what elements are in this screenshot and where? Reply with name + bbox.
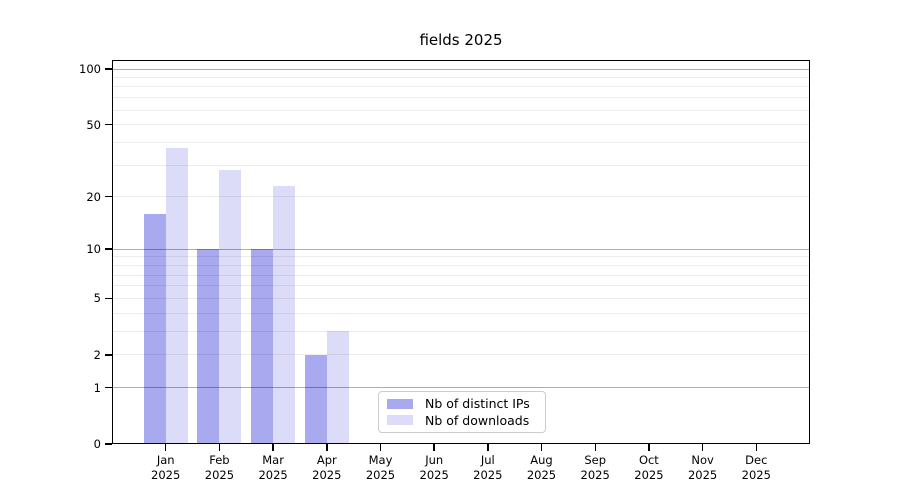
legend-item-distinct-ips: Nb of distinct IPs [387, 396, 537, 411]
gridline-minor-20 [112, 196, 810, 198]
x-tick-mark-jul [487, 444, 489, 451]
y-tick-mark-20 [105, 195, 112, 198]
x-tick-label-jun: Jun 2025 [419, 453, 449, 482]
x-tick-mark-dec [755, 444, 758, 451]
gridline-minor-2 [112, 354, 810, 356]
y-tick-mark-0 [105, 443, 112, 445]
x-tick-label-jul: Jul 2025 [473, 453, 503, 482]
x-tick-label-jan: Jan 2025 [151, 453, 181, 482]
bar-nb-of-downloads-feb [219, 170, 242, 444]
y-tick-label-10: 10 [86, 242, 101, 257]
bar-nb-of-downloads-jan [165, 148, 188, 444]
legend-swatch-downloads [387, 415, 413, 426]
x-tick-label-feb: Feb 2025 [204, 453, 235, 482]
x-tick-mark-nov [701, 444, 704, 451]
gridline-minor-90 [112, 77, 810, 78]
x-tick-mark-aug [540, 444, 543, 451]
y-tick-mark-100 [105, 68, 112, 70]
gridline-minor-9 [112, 256, 810, 258]
legend-item-downloads: Nb of downloads [387, 413, 537, 428]
bar-nb-of-distinct-ips-mar [251, 249, 274, 444]
gridline-minor-7 [112, 274, 810, 276]
bar-nb-of-distinct-ips-jan [143, 213, 166, 444]
y-tick-mark-5 [105, 297, 112, 300]
gridline-minor-30 [112, 164, 810, 166]
gridline-minor-70 [112, 97, 810, 99]
x-tick-mark-oct [648, 444, 650, 451]
y-tick-label-100: 100 [79, 62, 101, 76]
gridline-minor-8 [112, 265, 810, 266]
gridline-minor-80 [112, 86, 810, 88]
chart-title: fields 2025 [419, 31, 503, 49]
x-tick-label-may: May 2025 [365, 453, 396, 482]
bar-nb-of-downloads-apr [326, 331, 349, 444]
gridline-minor-3 [112, 330, 810, 332]
gridline-minor-4 [112, 312, 810, 314]
gridline-minor-5 [112, 297, 810, 299]
y-tick-label-20: 20 [86, 189, 101, 204]
x-tick-label-apr: Apr 2025 [312, 453, 342, 482]
legend-label-distinct-ips: Nb of distinct IPs [425, 396, 530, 412]
x-tick-mark-feb [218, 444, 221, 451]
y-tick-mark-1 [105, 386, 112, 389]
gridline-major-1 [112, 387, 810, 389]
x-tick-label-sep: Sep 2025 [580, 453, 610, 482]
x-tick-label-mar: Mar 2025 [258, 453, 288, 482]
y-tick-label-5: 5 [93, 291, 101, 306]
legend-label-downloads: Nb of downloads [425, 412, 530, 428]
gridline-minor-6 [112, 285, 810, 287]
x-tick-mark-mar [272, 444, 274, 451]
legend-swatch-distinct-ips [387, 398, 413, 409]
y-tick-label-0: 0 [93, 437, 101, 451]
x-tick-mark-sep [594, 444, 596, 451]
gridline-minor-50 [112, 124, 810, 125]
x-tick-label-nov: Nov 2025 [687, 453, 718, 482]
x-tick-mark-may [379, 444, 382, 451]
gridline-minor-40 [112, 141, 810, 143]
x-tick-mark-jun [433, 444, 435, 451]
x-tick-label-oct: Oct 2025 [634, 453, 664, 482]
y-tick-label-50: 50 [86, 117, 101, 132]
gridline-minor-60 [112, 109, 810, 111]
y-tick-mark-50 [105, 123, 112, 126]
x-tick-label-dec: Dec 2025 [741, 453, 771, 482]
x-tick-mark-apr [326, 444, 328, 451]
gridline-major-10 [112, 248, 810, 250]
x-tick-mark-jan [164, 444, 167, 451]
y-tick-label-1: 1 [93, 380, 101, 395]
bar-nb-of-downloads-mar [273, 185, 296, 444]
y-tick-label-2: 2 [93, 347, 101, 362]
y-tick-mark-2 [105, 354, 112, 356]
legend: Nb of distinct IPs Nb of downloads [378, 391, 546, 433]
y-tick-mark-10 [105, 248, 112, 250]
bar-nb-of-distinct-ips-feb [197, 249, 220, 444]
gridline-major-100 [112, 68, 810, 70]
bar-nb-of-distinct-ips-apr [304, 354, 327, 444]
plot-area [112, 60, 810, 444]
x-tick-label-aug: Aug 2025 [526, 453, 557, 482]
